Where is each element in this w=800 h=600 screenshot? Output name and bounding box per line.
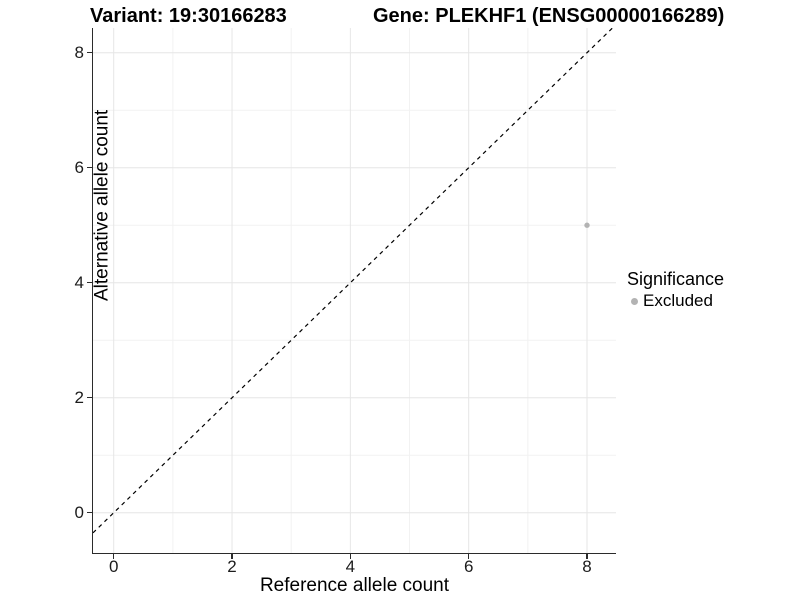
y-tick-label: 2	[74, 387, 84, 407]
legend-item-excluded: Excluded	[627, 291, 724, 311]
y-tick-mark	[87, 281, 92, 284]
legend-title: Significance	[627, 269, 725, 289]
y-tick-label: 4	[74, 272, 84, 292]
x-tick-label: 6	[463, 557, 474, 576]
y-tick-mark	[87, 166, 92, 169]
y-tick-label: 6	[74, 157, 84, 177]
y-axis-line	[91, 28, 93, 554]
y-tick-label: 8	[74, 42, 84, 62]
x-tick-mark	[231, 554, 233, 559]
x-tick-label: 8	[582, 557, 592, 576]
y-axis-title: Alternative allele count	[91, 109, 113, 301]
data-point	[584, 222, 590, 228]
x-tick-mark	[586, 554, 588, 559]
y-tick-label: 0	[74, 502, 84, 522]
y-tick-mark	[87, 511, 92, 514]
identity-reference-line	[93, 28, 613, 534]
x-tick-label: 4	[345, 557, 356, 576]
legend-key-dot-icon	[631, 297, 638, 305]
gene-title: Gene: PLEKHF1 (ENSG00000166289)	[373, 5, 725, 27]
x-axis-title: Reference allele count	[259, 575, 450, 596]
x-tick-label: 2	[227, 557, 237, 576]
x-tick-mark	[467, 554, 470, 559]
legend-item-label: Excluded	[643, 291, 713, 310]
y-tick-mark	[87, 396, 92, 399]
x-tick-mark	[112, 554, 115, 559]
y-tick-mark	[87, 51, 92, 54]
x-axis-line	[91, 552, 616, 554]
x-tick-mark	[349, 554, 352, 559]
variant-title: Variant: 19:30166283	[90, 5, 287, 27]
x-tick-label: 0	[108, 557, 119, 576]
plot-panel	[93, 28, 616, 553]
legend: Significance Excluded	[627, 268, 724, 311]
